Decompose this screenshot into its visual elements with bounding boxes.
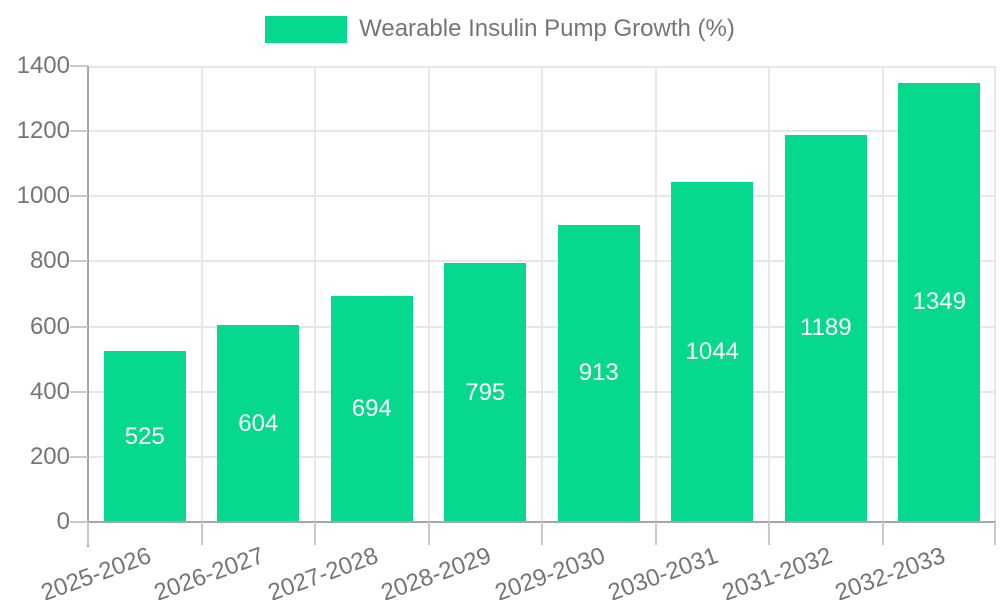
- x-tick-label: 2030-2031: [605, 542, 723, 600]
- y-axis-tick: [70, 65, 88, 67]
- bar-value-label: 604: [238, 409, 279, 437]
- v-gridline: [314, 66, 316, 522]
- y-axis-tick: [70, 390, 88, 393]
- v-gridline: [427, 66, 430, 522]
- y-axis-tick: [70, 195, 88, 198]
- bar[interactable]: 1044: [671, 181, 754, 522]
- y-tick-label: 200: [29, 442, 70, 470]
- y-axis-tick: [70, 130, 88, 133]
- legend-swatch: [265, 15, 348, 43]
- v-gridline: [200, 66, 203, 522]
- bar-value-label: 525: [124, 422, 165, 450]
- bar-value-label: 913: [578, 359, 619, 387]
- y-axis-tick: [70, 260, 88, 263]
- v-gridline: [881, 66, 884, 522]
- x-tick-label: 2026-2027: [151, 542, 269, 600]
- y-axis-tick: [70, 455, 88, 458]
- y-tick-label: 600: [29, 312, 70, 340]
- bar-value-label: 1044: [685, 337, 739, 365]
- v-gridline: [768, 66, 770, 522]
- x-axis-tick: [768, 522, 770, 545]
- y-tick-label: 800: [29, 247, 70, 275]
- bar[interactable]: 604: [217, 325, 300, 522]
- plot-area: 525 604 694 795 913 1044 1189 1349: [88, 66, 996, 522]
- x-tick-label: 2027-2028: [264, 542, 382, 600]
- y-tick-label: 1400: [16, 52, 70, 79]
- bar[interactable]: 525: [103, 351, 186, 522]
- x-axis-tick: [994, 522, 996, 545]
- x-tick-label: 2032-2033: [832, 542, 950, 600]
- y-axis-line: [87, 66, 89, 547]
- x-axis-tick: [541, 522, 543, 545]
- bar[interactable]: 1349: [898, 82, 981, 522]
- x-axis-tick: [427, 522, 430, 545]
- x-axis-tick: [200, 522, 203, 545]
- legend: Wearable Insulin Pump Growth (%): [0, 15, 1000, 43]
- legend-item[interactable]: Wearable Insulin Pump Growth (%): [265, 15, 735, 43]
- bar[interactable]: 913: [557, 224, 640, 522]
- y-axis-tick: [70, 325, 88, 328]
- v-gridline: [994, 66, 996, 522]
- x-axis-tick: [654, 522, 657, 545]
- x-axis-tick: [314, 522, 316, 545]
- x-axis-tick: [87, 522, 89, 545]
- y-axis-tick: [70, 521, 88, 523]
- bar-value-label: 1189: [799, 314, 852, 342]
- x-axis-tick: [881, 522, 884, 545]
- x-tick-label: 2028-2029: [378, 542, 496, 600]
- bar-value-label: 1349: [912, 288, 966, 316]
- y-tick-label: 400: [29, 377, 70, 405]
- v-gridline: [654, 66, 657, 522]
- bar-value-label: 694: [351, 394, 392, 422]
- bar[interactable]: 694: [330, 295, 413, 522]
- x-tick-label: 2029-2030: [491, 542, 609, 600]
- y-tick-label: 1000: [16, 182, 70, 210]
- x-tick-label: 2031-2032: [718, 542, 836, 600]
- y-tick-label: 1200: [16, 117, 70, 145]
- bar[interactable]: 795: [444, 263, 527, 522]
- bar[interactable]: 1189: [784, 134, 867, 522]
- bar-value-label: 795: [465, 378, 506, 406]
- x-tick-label: 2025-2026: [37, 542, 155, 600]
- legend-label: Wearable Insulin Pump Growth (%): [359, 15, 735, 42]
- y-tick-label: 0: [56, 508, 70, 535]
- v-gridline: [541, 66, 543, 522]
